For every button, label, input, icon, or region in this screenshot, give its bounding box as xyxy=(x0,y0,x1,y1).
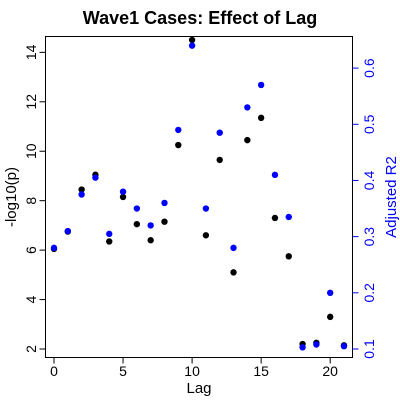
adj-r2-point xyxy=(64,227,72,235)
neglog10p-point xyxy=(161,218,168,225)
adj-r2-point xyxy=(216,129,223,136)
adj-r2-point xyxy=(313,341,320,348)
neglog10p-point xyxy=(175,141,182,149)
y-left-tick-label: 6 xyxy=(23,246,39,254)
adj-r2-point xyxy=(188,42,196,49)
adj-r2-point xyxy=(78,191,85,198)
x-tick-label: 5 xyxy=(119,363,127,379)
adj-r2-point xyxy=(92,174,99,181)
y-right-tick-label: 0.6 xyxy=(361,58,377,78)
neglog10p-point xyxy=(285,253,292,260)
x-tick-label: 10 xyxy=(184,363,200,379)
neglog10p-point xyxy=(271,214,279,222)
neglog10p-point xyxy=(147,237,154,244)
neglog10p-point xyxy=(244,136,251,144)
y-left-tick-label: 8 xyxy=(23,197,39,205)
y-left-tick-label: 12 xyxy=(23,94,39,110)
adj-r2-point xyxy=(106,230,113,238)
y-axis-right: 0.1 0.2 0.3 0.4 0.5 0.6 xyxy=(352,58,377,359)
neglog10p-point xyxy=(326,313,334,321)
adj-r2-point xyxy=(133,205,141,212)
neglog10p-point xyxy=(119,193,127,201)
adj-r2-point xyxy=(299,344,306,351)
neglog10p-point xyxy=(133,220,141,228)
adj-r2-point xyxy=(326,289,334,297)
plot-frame xyxy=(45,36,353,358)
adj-r2-point xyxy=(119,188,127,195)
y-right-tick-label: 0.4 xyxy=(361,171,377,191)
data-points xyxy=(50,36,348,351)
adj-r2-point xyxy=(244,104,251,111)
adj-r2-point xyxy=(340,342,348,350)
y-axis-left-label: -log10(p) xyxy=(3,167,20,227)
y-left-tick-label: 10 xyxy=(23,143,39,159)
chart-title: Wave1 Cases: Effect of Lag xyxy=(83,8,317,28)
neglog10p-point xyxy=(202,232,210,239)
adj-r2-point xyxy=(230,244,237,252)
adj-r2-point xyxy=(257,81,265,89)
y-axis-left: 2 4 6 8 10 12 14 xyxy=(23,44,46,353)
adj-r2-point xyxy=(285,213,292,221)
adj-r2-point xyxy=(202,205,210,212)
y-right-tick-label: 0.5 xyxy=(361,114,377,134)
neglog10p-point xyxy=(78,186,85,193)
adj-r2-point xyxy=(271,171,279,179)
y-right-tick-label: 0.2 xyxy=(361,283,377,303)
x-tick-label: 15 xyxy=(253,363,269,379)
neglog10p-point xyxy=(106,238,113,245)
adj-r2-point xyxy=(50,244,58,252)
neglog10p-point xyxy=(216,156,223,164)
x-axis: 0 5 10 15 20 xyxy=(50,357,338,379)
x-tick-label: 0 xyxy=(50,363,58,379)
y-left-tick-label: 4 xyxy=(23,295,39,303)
y-right-tick-label: 0.3 xyxy=(361,227,377,247)
adj-r2-point xyxy=(147,222,154,229)
neglog10p-point xyxy=(257,114,265,122)
x-axis-label: Lag xyxy=(186,380,211,397)
neglog10p-point xyxy=(230,269,237,276)
y-left-tick-label: 2 xyxy=(23,345,39,353)
x-tick-label: 20 xyxy=(322,363,338,379)
y-left-tick-label: 14 xyxy=(23,44,39,60)
neglog10p-point xyxy=(188,36,196,44)
y-right-tick-label: 0.1 xyxy=(361,339,377,359)
y-axis-right-label: Adjusted R2 xyxy=(383,156,400,238)
adj-r2-point xyxy=(161,199,168,207)
adj-r2-point xyxy=(175,126,182,134)
